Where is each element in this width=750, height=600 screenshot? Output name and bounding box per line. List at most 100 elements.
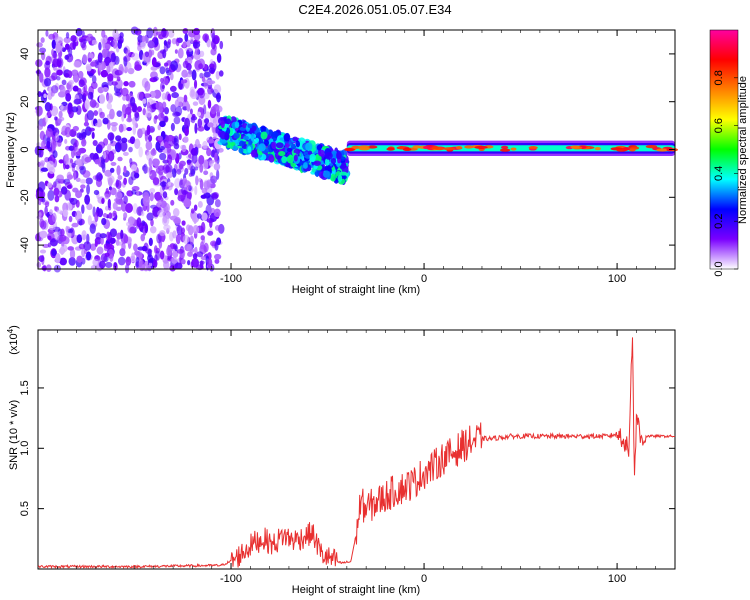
spectrogram-cell (202, 159, 209, 170)
x-tick-label: -100 (220, 273, 242, 285)
spectrogram-cell (211, 193, 219, 200)
spectrogram-cell (157, 200, 162, 206)
spectrogram-cell (181, 144, 187, 153)
spectrogram-cell (55, 42, 62, 54)
spectrogram-cell (169, 264, 176, 272)
spectrogram-cell (132, 104, 138, 113)
spectrogram-cell (146, 124, 151, 136)
spectrogram-cell (203, 180, 211, 190)
spectrogram-cell (129, 226, 136, 234)
spectrogram-cell (134, 138, 141, 150)
spectrogram-cell (71, 106, 79, 113)
spectrogram-cell (194, 47, 200, 55)
spectrogram-cell (197, 143, 202, 149)
colorbar-tick-label: 0.6 (713, 118, 725, 133)
spectrogram-cell (187, 259, 191, 266)
spectrogram-cell (94, 211, 99, 223)
spectrogram-cell (210, 175, 218, 184)
spectrogram-cell (69, 248, 76, 260)
spectrogram-cell (42, 264, 47, 272)
spectrogram-cell (184, 117, 191, 129)
spectrogram-cell (129, 96, 136, 107)
spectrogram-cell (117, 156, 123, 162)
colorbar-tick-label: 0.0 (713, 261, 725, 276)
spectrogram-cell (204, 118, 210, 124)
spectrogram-cell (79, 179, 87, 184)
spectrogram-cell (89, 68, 97, 74)
spectrogram-cell (198, 63, 204, 70)
spectrogram-cell (84, 99, 90, 110)
spectrogram-cell (48, 225, 56, 231)
spectrogram-cell (324, 151, 333, 160)
spectrogram-cell (174, 262, 183, 270)
spectrogram-cell (49, 209, 53, 216)
spectrogram-cell (149, 188, 156, 194)
spectrogram-cell (71, 222, 79, 228)
spectrogram-cell (39, 249, 47, 254)
spectrogram-cell (94, 159, 101, 165)
spectrogram-cell (142, 108, 146, 116)
spectrogram-cell (184, 167, 189, 175)
spectrogram-cell (173, 116, 181, 125)
spectrogram-cell (305, 142, 313, 151)
spectrogram-peak (422, 145, 430, 150)
colorbar-gradient (709, 29, 739, 270)
spectrogram-cell (337, 174, 343, 183)
spectrogram-cell (125, 203, 133, 213)
spectrogram-cell (122, 151, 129, 156)
spectrogram-cell (48, 33, 56, 40)
spectrogram-cell (141, 245, 148, 252)
spectrogram-cell (212, 122, 217, 128)
spectrogram-cell (74, 146, 79, 152)
spectrogram-cell (149, 164, 153, 175)
spectrogram-cell (146, 27, 154, 39)
spectrogram-cell (317, 149, 325, 157)
spectrogram-cell (183, 198, 192, 208)
spectrogram-cell (193, 27, 200, 36)
spectrogram-cell (186, 62, 192, 71)
spectrogram-cell (99, 233, 107, 239)
spectrogram-cell (191, 113, 196, 119)
spectrogram-cell (86, 110, 95, 121)
spectrogram-cell (194, 122, 198, 134)
spectrogram-peak (645, 145, 658, 149)
spectrogram-cell (87, 91, 94, 100)
spectrogram-cell (183, 94, 188, 103)
spectrogram-peak (367, 145, 378, 149)
spectrogram-cell (147, 40, 156, 49)
spectrogram-cell (203, 104, 207, 115)
spectrogram-cell (336, 151, 342, 160)
spectrogram-cell (83, 241, 92, 251)
spectrogram-cell (175, 234, 181, 245)
spectrogram-cell (142, 98, 147, 104)
colorbar: 0.0 0.2 0.4 0.6 0.8 Normalized spectral ampl… (709, 29, 749, 277)
spectrogram-cell (295, 140, 301, 148)
spectrogram-cell (44, 101, 52, 112)
spectrogram-cell (56, 174, 64, 182)
spectrogram-cell (143, 163, 148, 175)
spectrogram-cell (46, 160, 55, 172)
spectrogram-cell (97, 141, 106, 149)
spectrogram-cell (38, 212, 42, 218)
spectrogram-cell (68, 80, 74, 85)
spectrogram-cell (153, 76, 159, 81)
y-tick-label: -20 (19, 189, 31, 205)
spectrogram-cell (182, 106, 188, 111)
spectrogram-cell (202, 140, 208, 149)
spectrogram-cell (140, 233, 146, 242)
spectrogram-cell (152, 177, 160, 186)
spectrogram-cell (172, 111, 180, 118)
spectrogram-peak (570, 145, 580, 149)
spectrogram-cell (69, 158, 74, 164)
spectrogram-cell (164, 78, 169, 86)
spectrogram-cell (106, 102, 112, 110)
spectrogram-cell (36, 42, 43, 48)
x-tick-label: 100 (608, 273, 626, 285)
spectrogram-cell (71, 162, 76, 168)
y-tick-label: 1.5 (19, 380, 31, 395)
spectrogram-cell (340, 162, 347, 169)
spectrogram-cell (212, 132, 219, 138)
spectrogram-cell (181, 258, 186, 265)
spectrogram-cell (162, 164, 170, 175)
spectrogram-cell (164, 107, 170, 115)
